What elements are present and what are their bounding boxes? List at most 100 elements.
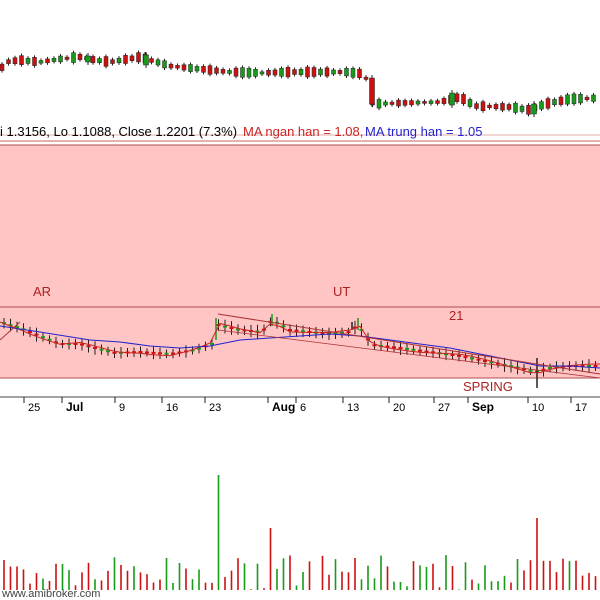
overview-candle (6, 57, 11, 66)
overview-candle (357, 67, 362, 80)
overview-candle (12, 55, 18, 66)
volume-bar (295, 585, 298, 590)
overview-candle (396, 98, 401, 109)
volume-bar (529, 560, 532, 590)
volume-bar (354, 558, 356, 590)
volume-bar (126, 570, 129, 590)
volume-bar (152, 582, 155, 590)
trend-line-upper (217, 313, 600, 375)
ma-short-label: MA ngan han = 1.08, (243, 124, 363, 139)
overview-candle (480, 99, 486, 113)
overview-candle (116, 56, 122, 65)
overview-candle (519, 104, 525, 114)
overview-candle (25, 56, 31, 66)
overview-candles (0, 50, 596, 117)
overview-candle (266, 68, 271, 78)
overview-candle (331, 67, 336, 77)
overview-candle (143, 52, 149, 68)
zoom-candle (41, 332, 45, 342)
overview-candle (123, 53, 128, 66)
overview-candle (571, 91, 577, 106)
x-axis: 25 Jul 9 16 23 Aug 6 13 20 27 Sep 10 17 (23, 397, 587, 414)
volume-bar (328, 574, 330, 590)
volume-bar (178, 563, 181, 590)
trend-line-lower (217, 329, 600, 379)
x-tick-label: Aug (272, 400, 295, 414)
zoom-candle (528, 366, 533, 375)
zoom-candle (145, 348, 149, 357)
ohlc-readout: i 1.3156, Lo 1.1088, Close 1.2201 (7.3%) (0, 124, 237, 139)
overview-candle (311, 65, 317, 79)
volume-bar (282, 558, 285, 590)
volume-bar (237, 558, 239, 590)
overview-candle (389, 100, 395, 107)
watermark: www.amibroker.com (1, 588, 100, 600)
overview-candle (318, 67, 323, 77)
overview-candle (233, 66, 239, 79)
overview-candle (369, 75, 375, 107)
overview-candle (201, 64, 206, 75)
annotation-spring: SPRING (463, 379, 513, 394)
overview-candle (207, 63, 213, 77)
overview-candle (474, 101, 479, 111)
overview-candle (155, 57, 161, 68)
volume-bar (29, 583, 31, 590)
volume-bar (321, 555, 324, 590)
zoom-candle (112, 347, 117, 359)
annotation-count: 21 (449, 308, 463, 323)
pink-zone (0, 145, 600, 378)
x-tick-label: Sep (472, 400, 494, 414)
zoom-candle (548, 363, 552, 373)
volume-bar (100, 580, 103, 590)
overview-candle (85, 53, 91, 65)
x-tick-label: 13 (347, 402, 359, 414)
volume-bar (139, 572, 142, 590)
overview-candle (110, 57, 115, 66)
x-tick-label: 10 (532, 402, 544, 414)
zone-lines (0, 313, 600, 379)
zoom-candle (93, 341, 97, 355)
zoom-candle (138, 346, 143, 358)
overview-candle (279, 66, 284, 79)
zoom-candle (15, 321, 19, 333)
zoom-candle (73, 338, 78, 350)
zoom-candle (86, 340, 91, 353)
overview-candle (578, 92, 583, 105)
volume-bar (107, 570, 109, 590)
volume-bar (516, 559, 519, 590)
volume-bar (393, 581, 395, 590)
volume-bar (198, 569, 200, 590)
zoom-candle (281, 320, 286, 333)
overview-candle (531, 101, 537, 117)
overview-candle (513, 101, 518, 115)
overview-candle (545, 96, 551, 111)
volume-bar (484, 565, 486, 590)
volume-bar (55, 563, 57, 590)
volume-bar (477, 583, 480, 590)
volume-bar (159, 579, 161, 590)
overview-candle (175, 63, 180, 71)
overview-candle (493, 102, 499, 111)
zoom-candle (405, 343, 409, 355)
volume-bar (432, 563, 434, 590)
zoom-candle (372, 341, 377, 350)
overview-candle (129, 53, 135, 63)
zoom-candle (489, 355, 494, 369)
x-tick-label: 6 (300, 402, 306, 414)
volume-bar (204, 582, 207, 590)
zoom-candle (132, 347, 136, 357)
volume-bar (35, 573, 38, 590)
zoom-candle (463, 353, 468, 362)
overview-candle (168, 62, 174, 70)
volume-bar (425, 566, 428, 590)
volume-bar (419, 565, 421, 590)
volume-bar (22, 569, 25, 590)
volume-bar (367, 565, 369, 590)
overview-candle (344, 66, 349, 78)
overview-candle (71, 50, 76, 65)
zoom-candle (236, 324, 240, 335)
overview-candle (58, 54, 63, 64)
volume-bar (406, 586, 408, 590)
volume-bar (555, 572, 558, 590)
ma-long-label: MA trung han = 1.05 (365, 124, 482, 139)
